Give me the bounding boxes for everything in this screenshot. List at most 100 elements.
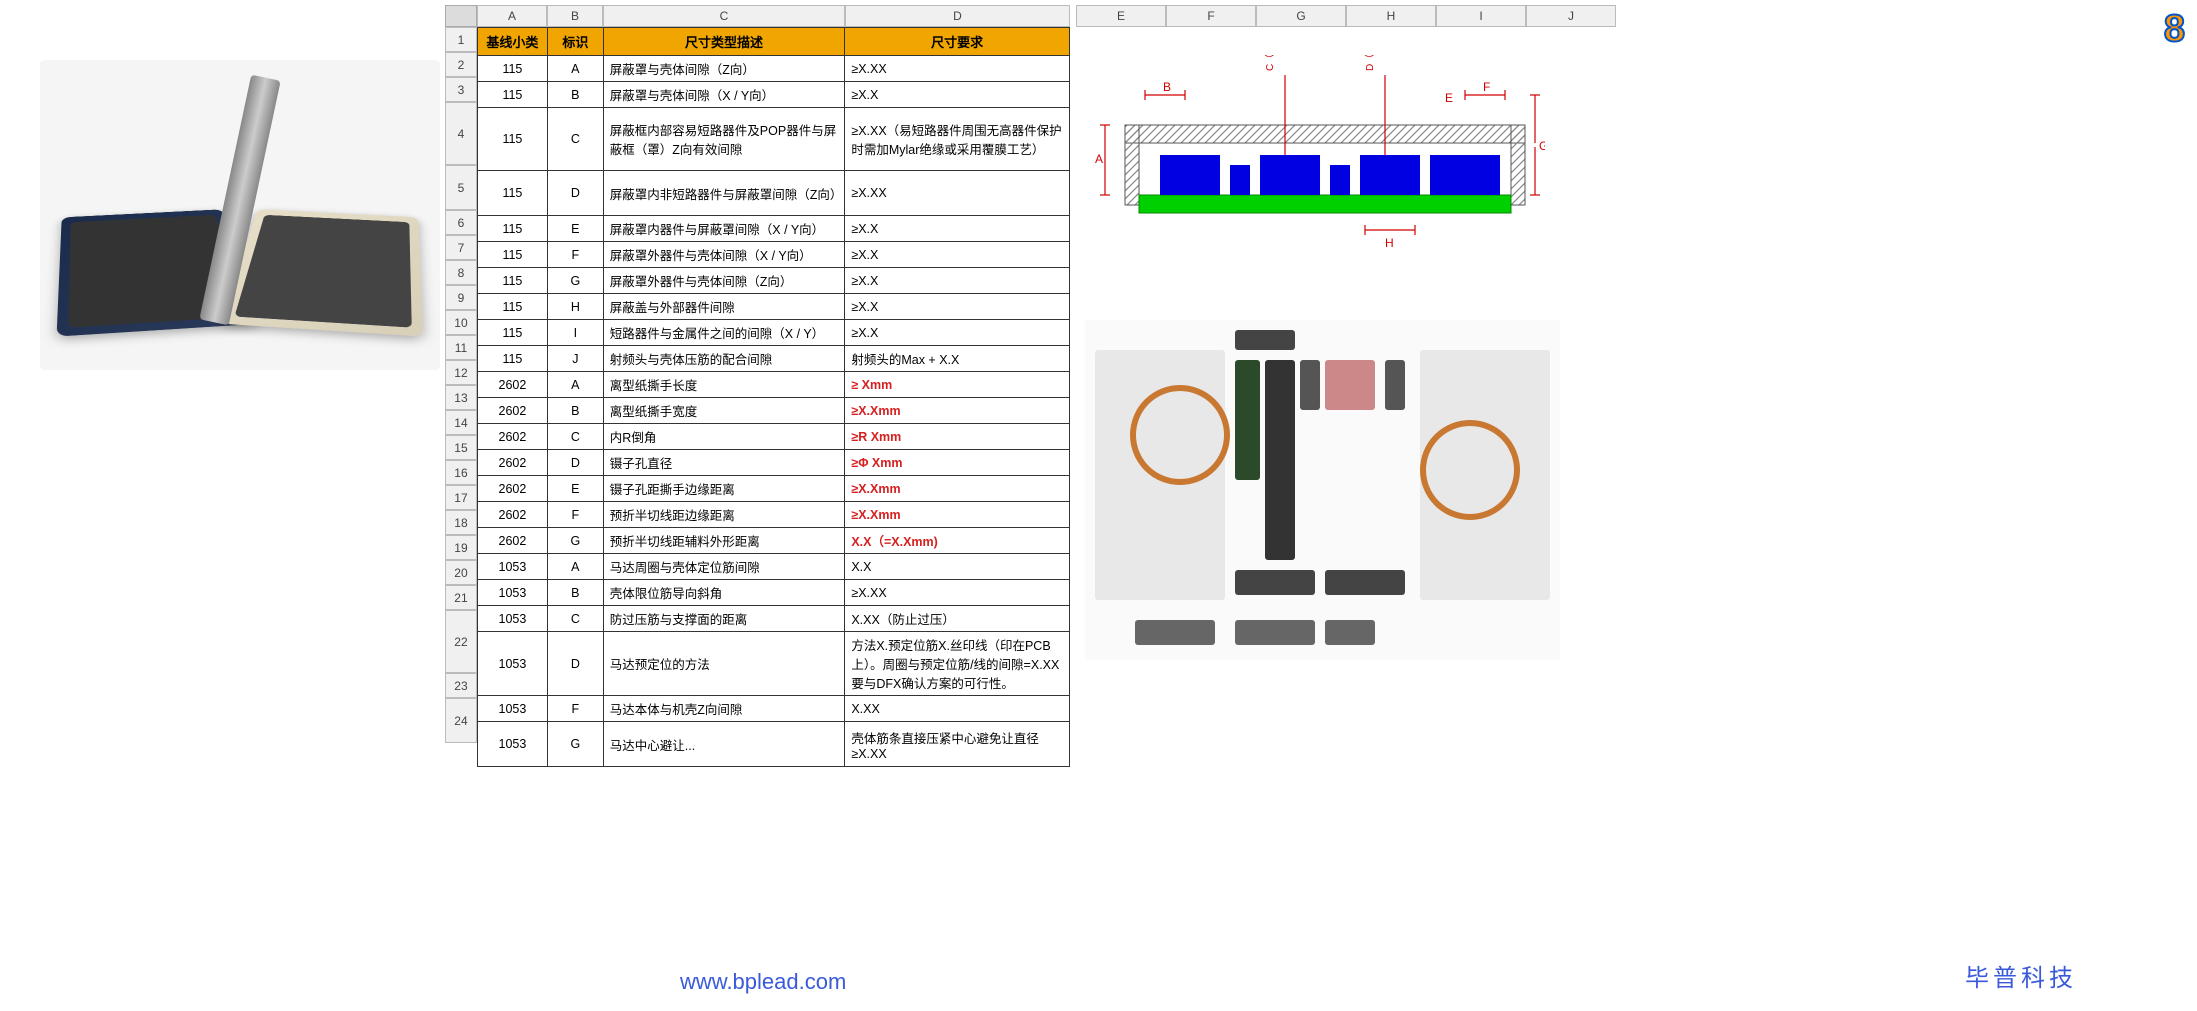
cell[interactable]: 屏蔽罩外器件与壳体间隙（Z向）: [603, 268, 845, 294]
cell[interactable]: ≥X.Xmm: [845, 476, 1070, 502]
cell[interactable]: 1053: [477, 554, 547, 580]
col-header-e[interactable]: E: [1076, 5, 1166, 27]
row-header-18[interactable]: 18: [445, 510, 477, 535]
row-header-13[interactable]: 13: [445, 385, 477, 410]
cell[interactable]: G: [547, 722, 603, 767]
row-header-7[interactable]: 7: [445, 235, 477, 260]
col-header-d[interactable]: D: [845, 5, 1070, 27]
cell[interactable]: X.X: [845, 554, 1070, 580]
cell[interactable]: ≥Φ Xmm: [845, 450, 1070, 476]
cell[interactable]: A: [547, 56, 603, 82]
cell[interactable]: 马达周圈与壳体定位筋间隙: [603, 554, 845, 580]
cell[interactable]: ≥X.Xmm: [845, 502, 1070, 528]
row-header-3[interactable]: 3: [445, 77, 477, 102]
cell[interactable]: G: [547, 528, 603, 554]
cell[interactable]: 2602: [477, 372, 547, 398]
cell[interactable]: C: [547, 424, 603, 450]
cell[interactable]: 屏蔽罩与壳体间隙（X / Y向）: [603, 82, 845, 108]
row-header-14[interactable]: 14: [445, 410, 477, 435]
cell[interactable]: X.XX（防止过压）: [845, 606, 1070, 632]
th-req[interactable]: 尺寸要求: [845, 28, 1070, 56]
cell[interactable]: 屏蔽罩内器件与屏蔽罩间隙（X / Y向）: [603, 216, 845, 242]
row-header-8[interactable]: 8: [445, 260, 477, 285]
cell[interactable]: J: [547, 346, 603, 372]
cell[interactable]: 壳体限位筋导向斜角: [603, 580, 845, 606]
cell[interactable]: 1053: [477, 632, 547, 696]
cell[interactable]: 预折半切线距辅料外形距离: [603, 528, 845, 554]
cell[interactable]: D: [547, 632, 603, 696]
cell[interactable]: B: [547, 82, 603, 108]
cell[interactable]: F: [547, 696, 603, 722]
row-header-19[interactable]: 19: [445, 535, 477, 560]
cell[interactable]: E: [547, 476, 603, 502]
cell[interactable]: 屏蔽框内部容易短路器件及POP器件与屏蔽框（罩）Z向有效间隙: [603, 108, 845, 171]
cell[interactable]: 射频头的Max + X.X: [845, 346, 1070, 372]
cell[interactable]: I: [547, 320, 603, 346]
col-header-a[interactable]: A: [477, 5, 547, 27]
cell[interactable]: F: [547, 242, 603, 268]
cell[interactable]: B: [547, 398, 603, 424]
row-header-17[interactable]: 17: [445, 485, 477, 510]
cell[interactable]: ≥R Xmm: [845, 424, 1070, 450]
cell[interactable]: ≥X.X: [845, 320, 1070, 346]
cell[interactable]: 1053: [477, 606, 547, 632]
cell[interactable]: 射频头与壳体压筋的配合间隙: [603, 346, 845, 372]
cell[interactable]: A: [547, 372, 603, 398]
cell[interactable]: A: [547, 554, 603, 580]
cell[interactable]: ≥X.X: [845, 268, 1070, 294]
cell[interactable]: ≥X.X: [845, 294, 1070, 320]
cell[interactable]: 屏蔽罩外器件与壳体间隙（X / Y向）: [603, 242, 845, 268]
cell[interactable]: 2602: [477, 398, 547, 424]
cell[interactable]: 2602: [477, 424, 547, 450]
th-mark[interactable]: 标识: [547, 28, 603, 56]
cell[interactable]: ≥X.X: [845, 82, 1070, 108]
cell[interactable]: C: [547, 108, 603, 171]
row-header-24[interactable]: 24: [445, 698, 477, 743]
cell[interactable]: 115: [477, 294, 547, 320]
cell[interactable]: 屏蔽罩与壳体间隙（Z向）: [603, 56, 845, 82]
cell[interactable]: G: [547, 268, 603, 294]
cell[interactable]: 2602: [477, 528, 547, 554]
row-header-23[interactable]: 23: [445, 673, 477, 698]
cell[interactable]: D: [547, 450, 603, 476]
cell[interactable]: 1053: [477, 722, 547, 767]
cell[interactable]: F: [547, 502, 603, 528]
cell[interactable]: 防过压筋与支撑面的距离: [603, 606, 845, 632]
cell[interactable]: X.XX: [845, 696, 1070, 722]
cell[interactable]: H: [547, 294, 603, 320]
cell[interactable]: 115: [477, 171, 547, 216]
row-header-4[interactable]: 4: [445, 102, 477, 165]
cell[interactable]: B: [547, 580, 603, 606]
cell[interactable]: 115: [477, 216, 547, 242]
col-header-h[interactable]: H: [1346, 5, 1436, 27]
col-header-c[interactable]: C: [603, 5, 845, 27]
cell[interactable]: 1053: [477, 580, 547, 606]
cell[interactable]: E: [547, 216, 603, 242]
row-header-1[interactable]: 1: [445, 27, 477, 52]
cell[interactable]: 115: [477, 320, 547, 346]
cell[interactable]: 115: [477, 268, 547, 294]
cell[interactable]: 马达预定位的方法: [603, 632, 845, 696]
cell[interactable]: 屏蔽盖与外部器件间隙: [603, 294, 845, 320]
cell[interactable]: ≥X.X: [845, 216, 1070, 242]
row-header-6[interactable]: 6: [445, 210, 477, 235]
cell[interactable]: 内R倒角: [603, 424, 845, 450]
cell[interactable]: ≥X.XX: [845, 171, 1070, 216]
th-desc[interactable]: 尺寸类型描述: [603, 28, 845, 56]
th-baseline[interactable]: 基线小类: [477, 28, 547, 56]
row-header-21[interactable]: 21: [445, 585, 477, 610]
cell[interactable]: 马达中心避让...: [603, 722, 845, 767]
cell[interactable]: 115: [477, 346, 547, 372]
row-header-12[interactable]: 12: [445, 360, 477, 385]
cell[interactable]: 屏蔽罩内非短路器件与屏蔽罩间隙（Z向）: [603, 171, 845, 216]
col-header-f[interactable]: F: [1166, 5, 1256, 27]
cell[interactable]: 2602: [477, 450, 547, 476]
row-header-2[interactable]: 2: [445, 52, 477, 77]
col-header-g[interactable]: G: [1256, 5, 1346, 27]
row-header-16[interactable]: 16: [445, 460, 477, 485]
cell[interactable]: C: [547, 606, 603, 632]
cell[interactable]: 115: [477, 108, 547, 171]
cell[interactable]: 方法X.预定位筋X.丝印线（印在PCB上）。周圈与预定位筋/线的间隙=X.XX要…: [845, 632, 1070, 696]
cell[interactable]: ≥X.X: [845, 242, 1070, 268]
cell[interactable]: ≥X.XX: [845, 580, 1070, 606]
